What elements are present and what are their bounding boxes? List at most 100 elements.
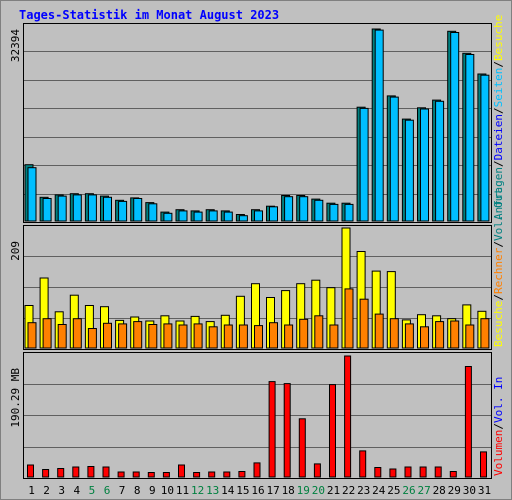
bar-volumen-4 [72,466,80,478]
bar-volumen-14 [223,471,231,478]
legend-entry: / [492,160,505,167]
bar-dateien-8 [133,198,143,222]
bar-volumen-10 [162,472,170,478]
bar-dateien-4 [72,194,82,222]
x-tick-label-18: 18 [282,484,295,497]
legend-entry: Besuche [492,15,505,61]
x-tick-label-30: 30 [463,484,476,497]
bar-volumen-30 [464,366,472,478]
bar-rechner-16 [254,325,263,349]
bar-volumen-9 [147,472,155,478]
bar-rechner-24 [374,313,384,349]
side-legend: Besuche/Rechner/Vol. Out [492,188,505,347]
x-tick-label-9: 9 [149,484,156,497]
bar-volumen-3 [57,468,65,478]
bar-rechner-13 [208,326,218,349]
bar-dateien-26 [404,119,414,222]
bar-rechner-19 [299,318,309,349]
y-tick-label: 32394 [9,29,22,62]
x-tick-label-16: 16 [251,484,264,497]
bar-rechner-12 [193,323,203,349]
x-tick-label-23: 23 [357,484,370,497]
bar-dateien-20 [314,199,324,222]
bar-volumen-27 [419,466,427,478]
x-tick-label-24: 24 [372,484,386,497]
bar-volumen-18 [283,383,291,478]
x-tick-label-20: 20 [312,484,325,497]
bar-volumen-31 [480,451,487,478]
bar-dateien-6 [103,196,112,222]
bar-rechner-10 [163,323,173,349]
bar-dateien-14 [223,211,233,222]
bar-volumen-23 [359,450,367,478]
x-tick-label-27: 27 [417,484,430,497]
y-tick-label: 190.29 MB [9,368,22,428]
x-tick-label-22: 22 [342,484,355,497]
bar-dateien-13 [208,210,218,222]
bar-volumen-1 [27,464,34,478]
legend-entry: Vol. In [492,377,505,423]
legend-entry: / [492,107,505,114]
bar-volumen-2 [42,469,50,478]
x-tick-label-21: 21 [327,484,340,497]
x-tick-label-5: 5 [89,484,96,497]
bar-dateien-30 [465,54,475,222]
bar-rechner-23 [359,298,369,349]
bar-volumen-19 [298,418,306,478]
x-axis-ticks: 1 2 3 4 5 6 7 8 9 10 11 12 13 14 15 16 17 18 19 20 21 22 23 24 2… [28,484,491,497]
x-tick-label-26: 26 [402,484,415,497]
legend-entry: / [492,61,505,68]
panel-volume: 190.29 MB Volumen/Vol. In [9,352,505,479]
bar-dateien-7 [118,200,128,222]
bar-dateien-21 [329,203,339,222]
bar-rechner-31 [480,318,490,349]
x-tick-label-25: 25 [387,484,400,497]
bar-dateien-12 [193,211,203,222]
bar-dateien-19 [299,196,309,222]
bar-volumen-28 [434,466,442,478]
bar-dateien-18 [284,196,294,222]
bar-dateien-11 [178,210,188,222]
bar-volumen-20 [313,463,321,478]
legend-entry: / [492,423,505,430]
panels: 32394Anfragen/Dateien/Seiten/Besuche209B… [9,15,505,479]
x-tick-label-31: 31 [478,484,491,497]
bar-dateien-23 [359,107,369,222]
legend-entry: Volumen [492,430,505,476]
x-tick-label-28: 28 [433,484,446,497]
x-tick-label-7: 7 [119,484,126,497]
bar-rechner-21 [329,324,339,349]
bar-volumen-22 [344,355,352,478]
bar-dateien-2 [42,198,52,222]
bar-volumen-24 [374,467,382,478]
bar-rechner-18 [284,324,294,349]
x-tick-label-3: 3 [58,484,65,497]
bar-rechner-29 [450,320,460,349]
bar-rechner-1 [27,322,37,349]
x-tick-label-12: 12 [191,484,204,497]
x-tick-label-29: 29 [448,484,461,497]
bar-volumen-17 [268,381,276,478]
bar-dateien-28 [435,100,445,222]
x-tick-label-6: 6 [104,484,111,497]
bar-volumen-6 [102,466,110,478]
bar-dateien-3 [57,195,67,222]
series-dateien [27,29,490,222]
bar-rechner-4 [72,318,82,349]
bar-rechner-28 [435,321,445,349]
bar-rechner-26 [404,323,414,349]
bar-rechner-27 [420,326,429,349]
bar-rechner-20 [314,315,324,349]
x-tick-label-13: 13 [206,484,219,497]
bar-rechner-7 [118,323,128,349]
bar-volumen-25 [389,468,397,478]
x-tick-label-2: 2 [43,484,50,497]
bar-rechner-9 [148,324,158,349]
legend-entry: / [492,241,505,248]
legend-entry: Vol. Out [492,188,505,241]
x-tick-label-15: 15 [236,484,249,497]
bar-volumen-26 [404,466,412,478]
legend-entry: Seiten [492,68,505,108]
